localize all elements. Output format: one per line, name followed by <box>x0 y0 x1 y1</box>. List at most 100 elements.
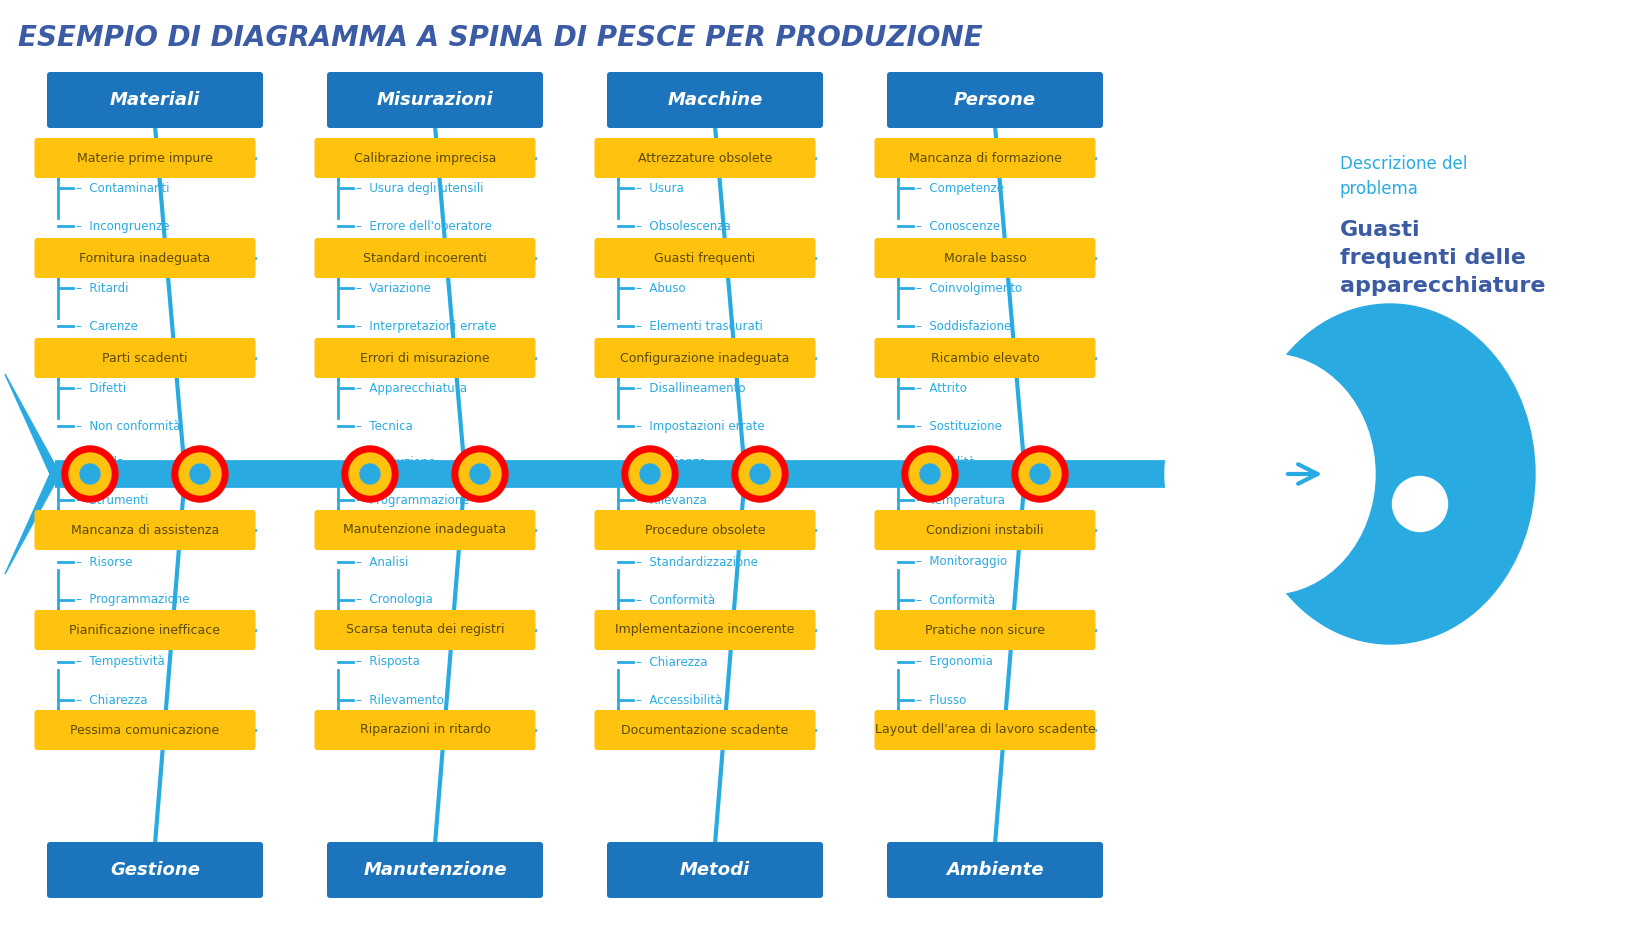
Text: Pratiche non sicure: Pratiche non sicure <box>925 624 1046 636</box>
Text: –  Obsolescenza: – Obsolescenza <box>636 220 730 232</box>
Text: Guasti
frequenti delle
apparecchiature: Guasti frequenti delle apparecchiature <box>1340 220 1546 296</box>
Text: –  Guida: – Guida <box>77 455 124 468</box>
FancyBboxPatch shape <box>606 842 824 898</box>
Text: Mancanza di formazione: Mancanza di formazione <box>909 152 1062 165</box>
FancyBboxPatch shape <box>595 710 815 750</box>
FancyBboxPatch shape <box>874 238 1095 278</box>
Text: Procedure obsolete: Procedure obsolete <box>645 523 765 537</box>
FancyBboxPatch shape <box>34 610 255 650</box>
Text: Implementazione incoerente: Implementazione incoerente <box>616 624 794 636</box>
Ellipse shape <box>172 446 229 502</box>
Ellipse shape <box>739 453 781 495</box>
FancyBboxPatch shape <box>874 338 1095 378</box>
Text: –  Esecuzione: – Esecuzione <box>356 455 436 468</box>
Text: Riparazioni in ritardo: Riparazioni in ritardo <box>359 723 490 737</box>
Ellipse shape <box>69 453 111 495</box>
FancyBboxPatch shape <box>595 338 815 378</box>
FancyBboxPatch shape <box>874 710 1095 750</box>
Text: –  Flusso: – Flusso <box>917 694 966 706</box>
Text: –  Abuso: – Abuso <box>636 282 686 295</box>
Text: Pessima comunicazione: Pessima comunicazione <box>70 723 219 737</box>
Text: Mancanza di assistenza: Mancanza di assistenza <box>70 523 219 537</box>
Ellipse shape <box>623 446 678 502</box>
Polygon shape <box>5 374 60 574</box>
FancyBboxPatch shape <box>595 510 815 550</box>
Text: Parti scadenti: Parti scadenti <box>103 352 188 364</box>
Text: –  Ergonomia: – Ergonomia <box>917 655 993 668</box>
Text: –  Errore dell'operatore: – Errore dell'operatore <box>356 220 492 232</box>
Text: –  Umidità: – Umidità <box>917 455 975 468</box>
Text: Macchine: Macchine <box>667 91 763 109</box>
FancyBboxPatch shape <box>874 610 1095 650</box>
Text: Materiali: Materiali <box>109 91 199 109</box>
Ellipse shape <box>1165 354 1374 594</box>
Text: –  Conoscenze: – Conoscenze <box>917 220 1000 232</box>
Text: –  Risorse: – Risorse <box>77 556 132 569</box>
FancyBboxPatch shape <box>34 710 255 750</box>
Text: Standard incoerenti: Standard incoerenti <box>363 251 487 264</box>
Text: –  Standardizzazione: – Standardizzazione <box>636 556 758 569</box>
Ellipse shape <box>62 446 118 502</box>
Ellipse shape <box>350 453 391 495</box>
Ellipse shape <box>909 453 951 495</box>
FancyBboxPatch shape <box>595 138 815 178</box>
Text: –  Rilevamento: – Rilevamento <box>356 694 444 706</box>
Text: Misurazioni: Misurazioni <box>377 91 493 109</box>
Text: –  Attrito: – Attrito <box>917 381 967 394</box>
Ellipse shape <box>342 446 399 502</box>
Ellipse shape <box>920 464 940 484</box>
Ellipse shape <box>1245 304 1534 644</box>
Ellipse shape <box>190 464 211 484</box>
Ellipse shape <box>180 453 221 495</box>
FancyBboxPatch shape <box>314 610 536 650</box>
Text: –  Monitoraggio: – Monitoraggio <box>917 556 1007 569</box>
Text: –  Tecnica: – Tecnica <box>356 420 413 432</box>
FancyBboxPatch shape <box>595 610 815 650</box>
Text: –  Strumenti: – Strumenti <box>77 494 149 506</box>
Text: –  Contaminanti: – Contaminanti <box>77 181 170 194</box>
Text: Layout dell'area di lavoro scadente: Layout dell'area di lavoro scadente <box>874 723 1095 737</box>
Text: –  Rilevanza: – Rilevanza <box>636 494 708 506</box>
Ellipse shape <box>459 453 502 495</box>
Ellipse shape <box>471 464 490 484</box>
Text: Manutenzione inadeguata: Manutenzione inadeguata <box>343 523 507 537</box>
Text: –  Conformità: – Conformità <box>917 593 995 607</box>
Text: –  Carenze: – Carenze <box>77 319 137 333</box>
Text: –  Efficienza: – Efficienza <box>636 455 706 468</box>
Text: –  Cronologia: – Cronologia <box>356 593 433 607</box>
FancyBboxPatch shape <box>314 138 536 178</box>
Text: –  Risposta: – Risposta <box>356 655 420 668</box>
Text: –  Non conformità: – Non conformità <box>77 420 180 432</box>
Text: –  Impostazioni errate: – Impostazioni errate <box>636 420 765 432</box>
Text: Scarsa tenuta dei registri: Scarsa tenuta dei registri <box>346 624 505 636</box>
Text: –  Ritardi: – Ritardi <box>77 282 129 295</box>
Ellipse shape <box>1011 446 1069 502</box>
Text: Condizioni instabili: Condizioni instabili <box>926 523 1044 537</box>
Text: –  Variazione: – Variazione <box>356 282 431 295</box>
Text: Attrezzature obsolete: Attrezzature obsolete <box>637 152 773 165</box>
FancyBboxPatch shape <box>314 710 536 750</box>
FancyBboxPatch shape <box>34 138 255 178</box>
Text: –  Coinvolgimento: – Coinvolgimento <box>917 282 1023 295</box>
Text: –  Difetti: – Difetti <box>77 381 126 394</box>
Text: Fornitura inadeguata: Fornitura inadeguata <box>80 251 211 264</box>
Text: –  Conformità: – Conformità <box>636 593 716 607</box>
Ellipse shape <box>1029 464 1051 484</box>
FancyBboxPatch shape <box>327 72 542 128</box>
Text: –  Disallineamento: – Disallineamento <box>636 381 745 394</box>
Text: Ricambio elevato: Ricambio elevato <box>931 352 1039 364</box>
Text: –  Sostituzione: – Sostituzione <box>917 420 1002 432</box>
Text: Manutenzione: Manutenzione <box>363 861 507 879</box>
Text: Materie prime impure: Materie prime impure <box>77 152 212 165</box>
Text: –  Usura degli utensili: – Usura degli utensili <box>356 181 484 194</box>
FancyBboxPatch shape <box>874 510 1095 550</box>
Text: –  Competenze: – Competenze <box>917 181 1003 194</box>
Ellipse shape <box>902 446 958 502</box>
Text: –  Usura: – Usura <box>636 181 683 194</box>
Text: –  Programmazione: – Programmazione <box>356 494 469 506</box>
Text: Descrizione del
problema: Descrizione del problema <box>1340 155 1467 198</box>
Text: Gestione: Gestione <box>109 861 199 879</box>
FancyBboxPatch shape <box>47 72 263 128</box>
Ellipse shape <box>641 464 660 484</box>
Ellipse shape <box>453 446 508 502</box>
